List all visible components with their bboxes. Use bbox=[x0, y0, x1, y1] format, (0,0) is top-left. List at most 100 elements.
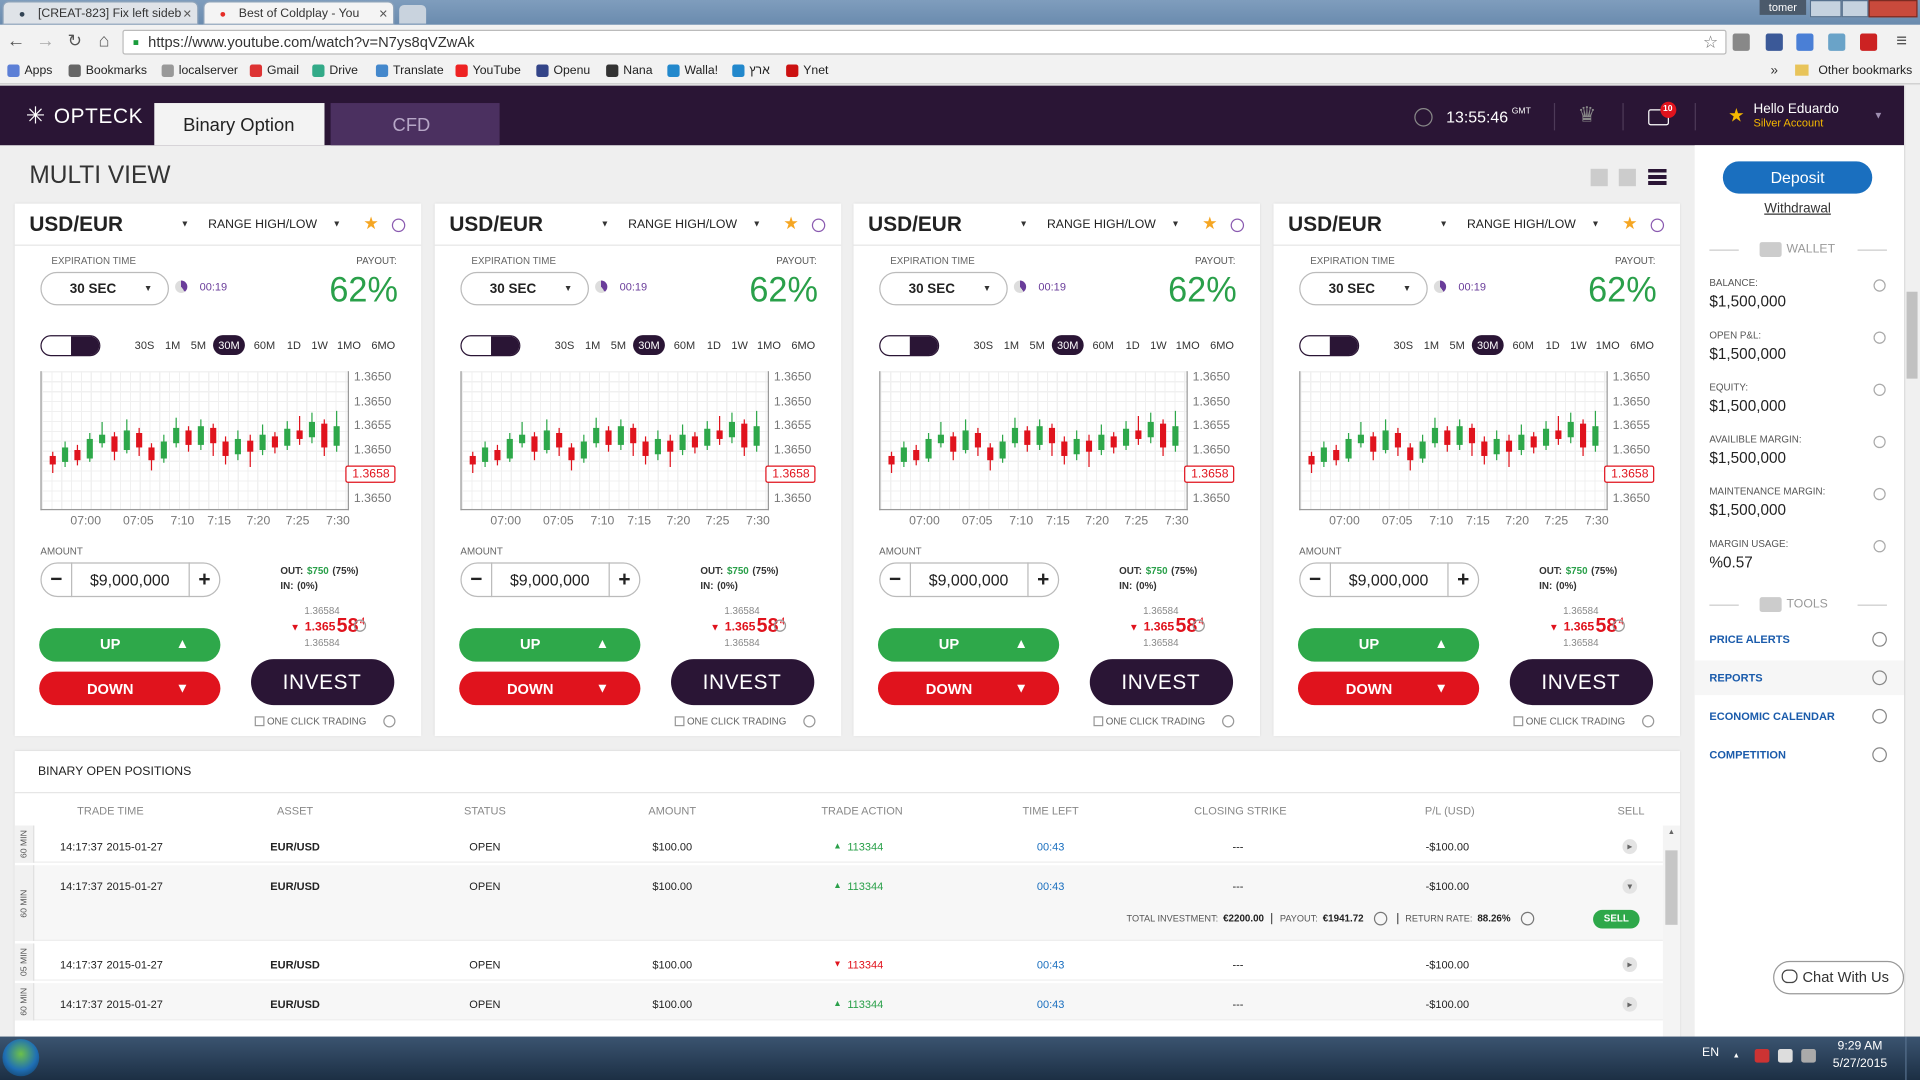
down-label[interactable]: DOWN bbox=[1345, 680, 1393, 698]
extension-icon[interactable] bbox=[1860, 33, 1878, 51]
expand-button[interactable] bbox=[1622, 839, 1638, 855]
bookmark[interactable]: Bookmarks bbox=[85, 63, 147, 78]
period-option[interactable]: 30M bbox=[1477, 338, 1499, 352]
down-label[interactable]: DOWN bbox=[506, 680, 554, 698]
one-click-label[interactable]: ONE CLICK TRADING bbox=[1105, 715, 1206, 727]
bookmark[interactable]: Openu bbox=[553, 63, 591, 78]
view-toggle[interactable] bbox=[1618, 168, 1636, 187]
tool-link[interactable]: PRICE ALERTS bbox=[1709, 633, 1790, 646]
trade-mode[interactable]: RANGE HIGH/LOW bbox=[1046, 217, 1156, 232]
invest-label[interactable]: INVEST bbox=[1121, 670, 1201, 694]
bookmark[interactable]: Nana bbox=[623, 63, 653, 78]
sell-label[interactable]: SELL bbox=[1603, 913, 1629, 925]
bookmark[interactable]: Apps bbox=[24, 63, 53, 78]
tab[interactable] bbox=[330, 103, 500, 146]
page-scroll-thumb[interactable] bbox=[1906, 291, 1918, 379]
expiration-select[interactable] bbox=[460, 271, 589, 306]
invest-button[interactable] bbox=[1089, 659, 1234, 706]
invest-button[interactable] bbox=[251, 659, 395, 706]
amount-value[interactable]: $9,000,000 bbox=[89, 570, 170, 590]
down-button[interactable] bbox=[459, 671, 641, 706]
minimize[interactable] bbox=[1809, 0, 1842, 18]
period-option[interactable]: 1D bbox=[286, 338, 301, 352]
period-option[interactable]: 5M bbox=[190, 338, 207, 352]
period-option[interactable]: 1M bbox=[1003, 338, 1020, 352]
expiration-select[interactable] bbox=[1299, 271, 1428, 306]
one-click-label[interactable]: ONE CLICK TRADING bbox=[266, 715, 367, 727]
period-option[interactable]: 1M bbox=[1423, 338, 1440, 352]
expiration-value[interactable]: 30 SEC bbox=[1328, 281, 1376, 297]
period-option[interactable]: 1MO bbox=[1175, 338, 1200, 352]
down-label[interactable]: DOWN bbox=[925, 680, 973, 698]
invest-button[interactable] bbox=[671, 659, 815, 706]
close-window[interactable] bbox=[1868, 0, 1918, 18]
expiration-value[interactable]: 30 SEC bbox=[489, 281, 537, 297]
period-option[interactable]: 1D bbox=[1545, 338, 1560, 352]
period-option[interactable]: 60M bbox=[1092, 338, 1114, 352]
invest-label[interactable]: INVEST bbox=[282, 670, 362, 694]
period-option[interactable]: 1MO bbox=[757, 338, 781, 352]
trade-mode[interactable]: RANGE HIGH/LOW bbox=[208, 217, 318, 232]
bookmark[interactable]: Gmail bbox=[266, 63, 299, 78]
tool-link[interactable]: ECONOMIC CALENDAR bbox=[1709, 710, 1835, 723]
expand-button[interactable] bbox=[1622, 996, 1638, 1012]
browser-tab[interactable]: [CREAT-823] Fix left sideb ● × bbox=[2, 1, 199, 25]
period-option[interactable]: 60M bbox=[1512, 338, 1534, 352]
period-option[interactable]: 6MO bbox=[371, 338, 396, 352]
up-button[interactable] bbox=[1297, 628, 1480, 662]
bookmark[interactable]: Ynet bbox=[803, 63, 829, 78]
tab-title[interactable]: Best of Coldplay - You bbox=[238, 6, 360, 21]
period-option[interactable]: 1W bbox=[311, 338, 328, 352]
chart-type-toggle[interactable] bbox=[1299, 335, 1360, 357]
invest-button[interactable] bbox=[1509, 659, 1654, 706]
invest-label[interactable]: INVEST bbox=[1541, 670, 1621, 694]
down-button[interactable] bbox=[1297, 671, 1480, 706]
extension-icon[interactable] bbox=[1765, 33, 1783, 51]
asset-name[interactable]: USD/EUR bbox=[868, 212, 962, 236]
up-label[interactable]: UP bbox=[938, 635, 960, 653]
bookmark[interactable]: localserver bbox=[178, 63, 238, 78]
tab-label[interactable]: CFD bbox=[392, 114, 431, 136]
period-option[interactable]: 30M bbox=[1057, 338, 1079, 352]
start-button[interactable] bbox=[2, 1039, 40, 1077]
trade-mode[interactable]: RANGE HIGH/LOW bbox=[1466, 217, 1576, 232]
up-button[interactable] bbox=[39, 628, 221, 662]
browser-tab[interactable]: Best of Coldplay - You ● × bbox=[203, 1, 395, 25]
one-click-label[interactable]: ONE CLICK TRADING bbox=[686, 715, 787, 727]
view-toggle[interactable] bbox=[1590, 168, 1608, 187]
sell-button[interactable] bbox=[1593, 909, 1640, 929]
amount-value[interactable]: $9,000,000 bbox=[1348, 570, 1429, 590]
expiration-select[interactable] bbox=[879, 271, 1008, 306]
view-toggle-active[interactable] bbox=[1648, 168, 1667, 187]
tray-icon[interactable] bbox=[1801, 1048, 1816, 1063]
period-option[interactable]: 30S bbox=[554, 338, 575, 352]
address-bar[interactable] bbox=[122, 29, 1727, 55]
up-label[interactable]: UP bbox=[1358, 635, 1380, 653]
asset-name[interactable]: USD/EUR bbox=[29, 212, 124, 236]
period-option[interactable]: 1W bbox=[1150, 338, 1167, 352]
chat-label[interactable]: Chat With Us bbox=[1802, 968, 1890, 986]
period-option[interactable]: 30M bbox=[638, 338, 660, 352]
period-option[interactable]: 1MO bbox=[337, 338, 361, 352]
period-option[interactable]: 1W bbox=[1570, 338, 1587, 352]
asset-name[interactable]: USD/EUR bbox=[1288, 212, 1382, 236]
period-active[interactable] bbox=[1471, 335, 1504, 356]
checkbox[interactable] bbox=[1513, 716, 1524, 727]
period-option[interactable]: 30M bbox=[218, 338, 240, 352]
period-option[interactable]: 6MO bbox=[791, 338, 816, 352]
period-option[interactable]: 6MO bbox=[1630, 338, 1654, 352]
period-option[interactable]: 30S bbox=[1393, 338, 1414, 352]
up-label[interactable]: UP bbox=[99, 635, 121, 653]
table-scroll-thumb[interactable] bbox=[1665, 850, 1678, 925]
expiration-value[interactable]: 30 SEC bbox=[908, 281, 956, 297]
down-label[interactable]: DOWN bbox=[86, 680, 134, 698]
bookmark[interactable]: YouTube bbox=[472, 63, 521, 78]
new-tab[interactable] bbox=[399, 4, 427, 24]
period-option[interactable]: 30S bbox=[134, 338, 155, 352]
period-option[interactable]: 5M bbox=[1029, 338, 1045, 352]
period-active[interactable] bbox=[213, 335, 245, 356]
tab-title[interactable]: [CREAT-823] Fix left sideb bbox=[37, 6, 182, 21]
period-option[interactable]: 60M bbox=[253, 338, 276, 352]
bookmark[interactable]: ארץ bbox=[749, 63, 770, 78]
chart-type-toggle[interactable] bbox=[460, 335, 521, 357]
